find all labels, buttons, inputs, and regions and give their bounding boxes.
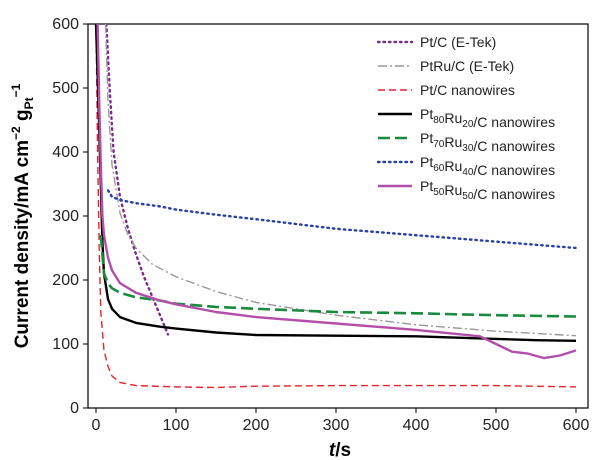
x-axis-title: t/s: [329, 440, 351, 460]
y-axis-title-sub: Pt: [22, 97, 36, 109]
y-axis-title: Current density/mA cm−2 gPt−1: [9, 83, 36, 348]
legend-label-3: Pt80Ru20/C nanowires: [420, 106, 555, 130]
series-line-1: [104, 24, 577, 337]
series-line-3: [94, 24, 577, 342]
legend-label-4: Pt70Ru30/C nanowires: [420, 130, 555, 154]
y-tick-label: 0: [70, 400, 79, 417]
series-line-0: [105, 24, 170, 336]
y-tick-label: 500: [52, 80, 79, 97]
legend-label-5: Pt60Ru40/C nanowires: [420, 154, 555, 178]
x-tick-label: 100: [163, 417, 190, 434]
y-tick-label: 300: [52, 208, 79, 225]
legend-label-6: Pt50Ru50/C nanowires: [420, 178, 555, 202]
ticks-group: 0 100 200 300 400 500 600 0 100 200 300 400 500 600: [52, 16, 589, 434]
y-axis-title-exp2: −1: [9, 83, 23, 97]
legend-label-2: Pt/C nanowires: [420, 82, 515, 98]
x-tick-label: 200: [243, 417, 270, 434]
x-axis-title-unit: /s: [335, 440, 351, 460]
y-tick-label: 400: [52, 144, 79, 161]
y-tick-label: 100: [52, 336, 79, 353]
y-axis-title-mid: g: [12, 109, 33, 126]
x-tick-label: 400: [403, 417, 430, 434]
y-axis-title-main: Current density/mA cm: [12, 140, 33, 348]
legend-label-0: Pt/C (E-Tek): [420, 34, 496, 50]
y-tick-label: 600: [52, 16, 79, 33]
series-line-6: [96, 24, 577, 360]
y-axis-title-exp1: −2: [9, 126, 23, 140]
series-line-2: [95, 24, 577, 389]
x-tick-label: 600: [563, 417, 590, 434]
y-tick-label: 200: [52, 272, 79, 289]
legend-label-1: PtRu/C (E-Tek): [420, 58, 514, 74]
legend: Pt/C (E-Tek) PtRu/C (E-Tek) Pt/C nanowires…: [376, 34, 555, 202]
series-group: [94, 24, 578, 389]
series-line-5: [106, 189, 578, 250]
x-tick-label: 500: [483, 417, 510, 434]
x-tick-label: 300: [323, 417, 350, 434]
x-tick-label: 0: [92, 417, 101, 434]
x-axis-title-main: t: [329, 440, 336, 460]
